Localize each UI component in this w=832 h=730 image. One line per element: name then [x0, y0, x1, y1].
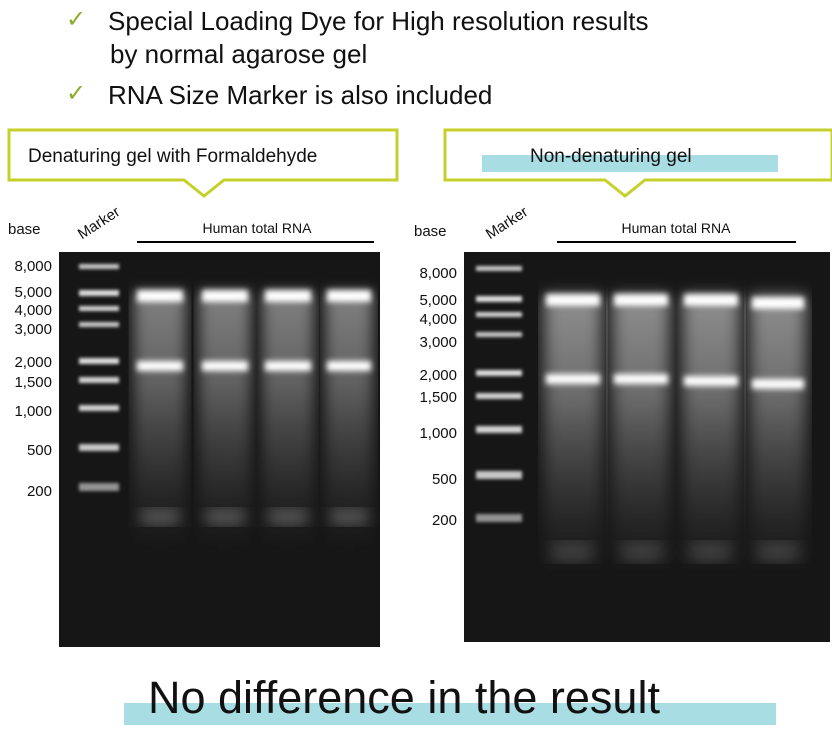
- size-label: 3,000: [14, 321, 52, 338]
- lanes-underline: [557, 241, 796, 243]
- footer-highlight: [124, 703, 776, 725]
- size-label: 3,000: [419, 334, 457, 351]
- marker-lane-label: Marker: [74, 203, 124, 243]
- callout-left-frame: [7, 128, 399, 198]
- size-label: 5,000: [14, 284, 52, 301]
- size-label: 2,000: [14, 354, 52, 371]
- size-label: 1,000: [419, 425, 457, 442]
- size-label: 500: [431, 471, 457, 488]
- footer-conclusion: No difference in the result: [148, 672, 660, 723]
- bullet-1-text: Special Loading Dye for High resolution …: [108, 6, 649, 36]
- base-axis-label: base: [414, 223, 447, 240]
- size-label: 1,000: [14, 403, 52, 420]
- size-label: 8,000: [419, 265, 457, 282]
- callout-left-text: Denaturing gel with Formaldehyde: [28, 146, 318, 167]
- marker-lane-label: Marker: [482, 203, 532, 243]
- size-label: 8,000: [14, 258, 52, 275]
- size-label: 4,000: [14, 302, 52, 319]
- gel-image-non-denaturing: [464, 252, 830, 642]
- size-label: 200: [431, 512, 457, 529]
- lanes-label: Human total RNA: [621, 220, 731, 236]
- checkmark-icon: ✓: [66, 5, 87, 33]
- lanes-label: Human total RNA: [202, 220, 312, 236]
- size-label: 200: [26, 483, 52, 500]
- callout-right-text: Non-denaturing gel: [530, 146, 692, 167]
- gel-image-denaturing: [59, 252, 380, 647]
- lanes-underline: [137, 241, 374, 243]
- size-label: 1,500: [419, 389, 457, 406]
- base-axis-label: base: [8, 221, 41, 238]
- size-label: 1,500: [14, 374, 52, 391]
- checkmark-icon: ✓: [66, 79, 87, 107]
- size-label: 500: [26, 442, 52, 459]
- size-label: 5,000: [419, 292, 457, 309]
- bullet-2-text: RNA Size Marker is also included: [108, 80, 493, 110]
- callout-right-highlight: [482, 155, 778, 172]
- bullet-1-continuation: by normal agarose gel: [110, 39, 368, 69]
- size-label: 2,000: [419, 367, 457, 384]
- size-label: 4,000: [419, 311, 457, 328]
